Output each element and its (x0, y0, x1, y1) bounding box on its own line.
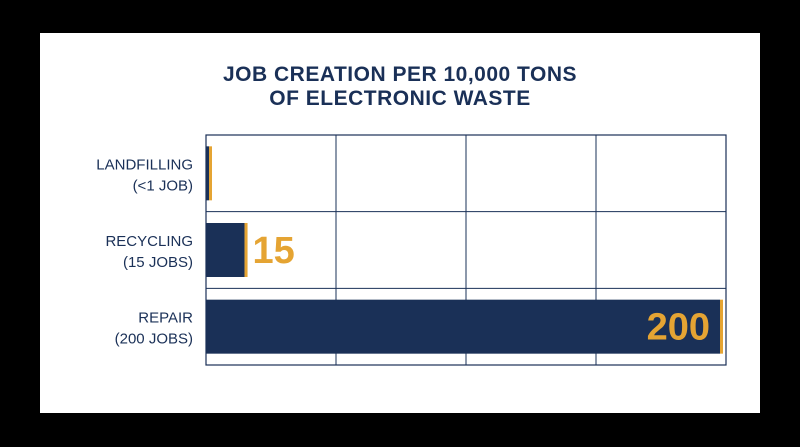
bar-end-marker (244, 223, 248, 277)
bar (206, 146, 209, 201)
bar (206, 223, 245, 277)
chart-subtitle: OF ELECTRONIC WASTE (269, 87, 531, 110)
bars (206, 146, 723, 354)
value-labels: 15 200 (253, 230, 710, 349)
category-sublabel: (15 JOBS) (123, 254, 193, 271)
category-sublabel: (200 JOBS) (115, 331, 193, 348)
bar (206, 299, 720, 354)
category-label: REPAIR (138, 310, 193, 327)
bar-chart: LANDFILLING (<1 JOB) RECYCLING (15 JOBS) REP… (96, 134, 727, 366)
category-labels: LANDFILLING (<1 JOB) RECYCLING (15 JOBS) REP… (96, 156, 193, 347)
bar-end-marker (209, 146, 212, 201)
chart-title: JOB CREATION PER 10,000 TONS (223, 63, 577, 86)
category-label: RECYCLING (105, 233, 193, 250)
bar-end-marker (720, 299, 723, 354)
category-sublabel: (<1 JOB) (133, 177, 193, 194)
data-label: 200 (647, 307, 710, 349)
data-label: 15 (253, 230, 295, 272)
chart-card: JOB CREATION PER 10,000 TONS OF ELECTRON… (40, 33, 760, 413)
category-label: LANDFILLING (96, 156, 193, 173)
